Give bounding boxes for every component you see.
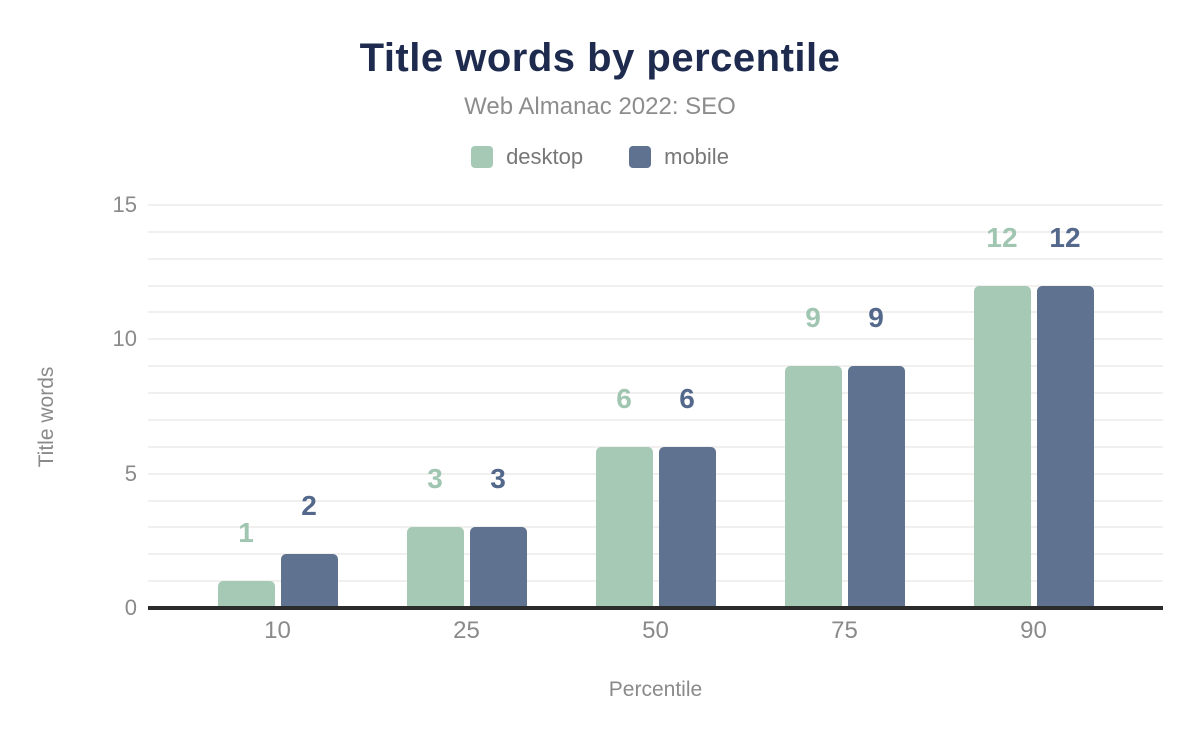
bar-value-label-desktop: 12 [986, 221, 1018, 253]
x-tick-label: 25 [453, 617, 480, 644]
y-axis-title: Title words [35, 366, 58, 468]
bar-mobile-p90[interactable] [1036, 285, 1094, 608]
legend: desktop mobile [0, 144, 1200, 170]
bar-value-label-mobile: 9 [868, 302, 884, 334]
gridline [148, 311, 1163, 314]
legend-label-mobile: mobile [664, 144, 729, 169]
x-tick-label: 10 [264, 617, 291, 644]
y-tick-label: 5 [124, 460, 137, 486]
gridline [148, 445, 1163, 448]
gridline [148, 526, 1163, 529]
x-tick-label: 90 [1020, 617, 1047, 644]
gridline [148, 553, 1163, 556]
gridline [148, 230, 1163, 233]
legend-label-desktop: desktop [506, 144, 584, 169]
gridline [148, 580, 1163, 583]
gridline [148, 284, 1163, 287]
chart-title: Title words by percentile [359, 36, 841, 80]
y-tick-label: 0 [124, 595, 137, 620]
bar-value-label-mobile: 2 [301, 490, 317, 522]
bar-value-label-mobile: 3 [490, 463, 506, 495]
bar-desktop-p50[interactable] [595, 446, 653, 608]
x-tick-label: 75 [831, 617, 858, 644]
bar-mobile-p75[interactable] [847, 366, 905, 608]
bar-desktop-p10[interactable] [217, 581, 275, 608]
desktop-swatch [471, 146, 494, 168]
gridline [148, 418, 1163, 421]
bar-mobile-p50[interactable] [658, 446, 716, 608]
bar-value-label-mobile: 6 [679, 382, 695, 414]
mobile-swatch [629, 146, 652, 168]
bar-desktop-p90[interactable] [973, 285, 1031, 608]
x-axis-title: Percentile [608, 678, 703, 701]
legend-item-desktop[interactable]: desktop [471, 144, 583, 170]
bar-mobile-p25[interactable] [469, 527, 527, 608]
gridline [148, 257, 1163, 260]
y-tick-label: 10 [112, 326, 137, 352]
gridline [148, 472, 1163, 475]
gridline [148, 499, 1163, 502]
bar-value-label-desktop: 6 [616, 382, 632, 414]
y-tick-label: 15 [112, 192, 137, 217]
bar-value-label-desktop: 3 [427, 463, 443, 495]
bar-value-label-desktop: 1 [238, 517, 254, 549]
bar-mobile-p10[interactable] [280, 554, 338, 608]
legend-item-mobile[interactable]: mobile [629, 144, 729, 170]
gridline [148, 392, 1163, 395]
gridline [148, 204, 1163, 206]
gridline [148, 338, 1163, 341]
x-tick-label: 50 [642, 617, 669, 644]
gridline [148, 365, 1163, 368]
bar-desktop-p25[interactable] [406, 527, 464, 608]
x-axis-line [148, 606, 1163, 610]
bar-value-label-desktop: 9 [805, 302, 821, 334]
bar-desktop-p75[interactable] [784, 366, 842, 608]
chart-subtitle: Web Almanac 2022: SEO [464, 93, 736, 120]
bar-value-label-mobile: 12 [1049, 221, 1081, 253]
